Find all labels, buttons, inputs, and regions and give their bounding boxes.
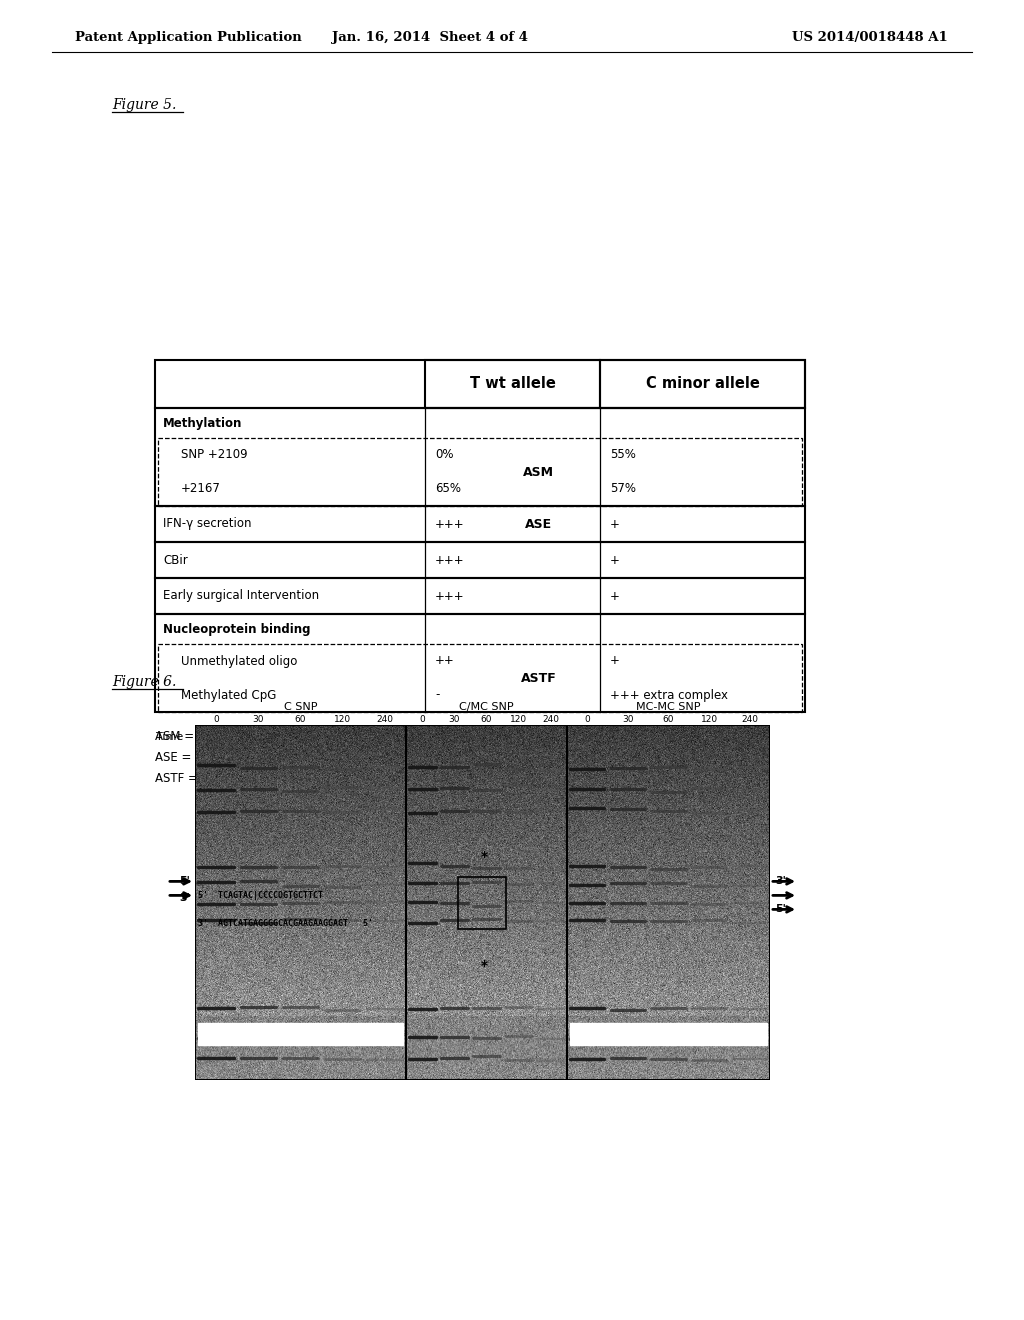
Text: +++: +++ <box>435 553 465 566</box>
Text: ASM = allele specific methylation: ASM = allele specific methylation <box>155 730 353 743</box>
Text: 30: 30 <box>253 715 264 725</box>
Text: 240: 240 <box>377 715 393 725</box>
Text: Early surgical Intervention: Early surgical Intervention <box>163 590 319 602</box>
Text: Time: Time <box>156 733 183 742</box>
Text: +: + <box>610 553 620 566</box>
Text: Patent Application Publication: Patent Application Publication <box>75 30 302 44</box>
Text: +2167: +2167 <box>181 483 221 495</box>
Text: Figure 5.: Figure 5. <box>112 98 176 112</box>
Text: SNP +2109: SNP +2109 <box>181 449 248 462</box>
Text: 0: 0 <box>419 715 425 725</box>
Bar <box>155 408 805 506</box>
Text: +: + <box>610 590 620 602</box>
Text: +++: +++ <box>435 517 465 531</box>
Text: Unmethylated oligo: Unmethylated oligo <box>181 655 297 668</box>
Text: 0: 0 <box>585 715 590 725</box>
Text: ASM: ASM <box>523 466 554 479</box>
Bar <box>155 543 805 578</box>
Text: Figure 6.: Figure 6. <box>112 675 176 689</box>
Text: IFN-γ secretion: IFN-γ secretion <box>163 517 252 531</box>
Text: 120: 120 <box>700 715 718 725</box>
Text: MC-MC SNP: MC-MC SNP <box>636 702 700 711</box>
Text: 60: 60 <box>480 715 493 725</box>
Text: 120: 120 <box>334 715 351 725</box>
Text: 3': 3' <box>179 894 190 903</box>
Text: 3': 3' <box>775 876 785 887</box>
Text: 0: 0 <box>213 715 219 725</box>
Text: 30: 30 <box>449 715 460 725</box>
Text: US 2014/0018448 A1: US 2014/0018448 A1 <box>793 30 948 44</box>
Text: +++ extra complex: +++ extra complex <box>610 689 728 701</box>
Text: C SNP: C SNP <box>284 702 317 711</box>
Bar <box>155 506 805 543</box>
Text: 65%: 65% <box>435 483 461 495</box>
Text: ASTF: ASTF <box>521 672 557 685</box>
Text: 120: 120 <box>510 715 527 725</box>
Bar <box>198 1023 403 1044</box>
Text: 5': 5' <box>179 876 190 887</box>
Text: ASE = allele specific expression: ASE = allele specific expression <box>155 751 343 764</box>
Text: *: * <box>481 850 488 865</box>
Bar <box>158 438 802 506</box>
Text: 55%: 55% <box>610 449 636 462</box>
Bar <box>570 1023 767 1044</box>
Text: 3'  AGTCATGAGGGGCACGAAGAAGGAGT   5': 3' AGTCATGAGGGGCACGAAGAAGGAGT 5' <box>198 919 373 928</box>
Text: ASE: ASE <box>525 517 552 531</box>
Text: *: * <box>481 958 488 973</box>
Text: 5': 5' <box>775 904 785 915</box>
Text: Methylated CpG: Methylated CpG <box>181 689 276 701</box>
Text: -: - <box>435 689 439 701</box>
Text: 240: 240 <box>543 715 559 725</box>
Bar <box>600 360 805 408</box>
Text: T wt allele: T wt allele <box>470 376 555 392</box>
Text: 57%: 57% <box>610 483 636 495</box>
Text: 60: 60 <box>295 715 306 725</box>
Text: 60: 60 <box>663 715 674 725</box>
Bar <box>155 578 805 614</box>
Text: 5'  TCAGTAC|CCCCOGTGCTTCT: 5' TCAGTAC|CCCCOGTGCTTCT <box>198 891 323 900</box>
Text: Methylation: Methylation <box>163 417 243 429</box>
Text: 30: 30 <box>623 715 634 725</box>
Bar <box>155 360 805 408</box>
Bar <box>155 614 805 711</box>
Text: ++: ++ <box>435 655 455 668</box>
Bar <box>425 360 600 408</box>
Bar <box>158 644 802 711</box>
Bar <box>458 876 506 929</box>
Text: 0%: 0% <box>435 449 454 462</box>
Text: 240: 240 <box>741 715 758 725</box>
Text: C/MC SNP: C/MC SNP <box>459 702 514 711</box>
Text: Nucleoprotein binding: Nucleoprotein binding <box>163 623 310 635</box>
Text: Jan. 16, 2014  Sheet 4 of 4: Jan. 16, 2014 Sheet 4 of 4 <box>332 30 528 44</box>
Text: C minor allele: C minor allele <box>645 376 760 392</box>
Text: ASTF = allele specific transcription factor binding: ASTF = allele specific transcription fac… <box>155 772 447 785</box>
Text: +++: +++ <box>435 590 465 602</box>
Text: CBir: CBir <box>163 553 187 566</box>
Text: +: + <box>610 655 620 668</box>
Text: +: + <box>610 517 620 531</box>
